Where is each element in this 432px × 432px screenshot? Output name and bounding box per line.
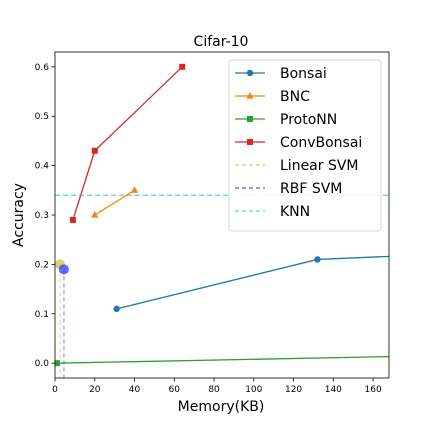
x-tick-label: 0 xyxy=(52,385,58,395)
x-tick-label: 40 xyxy=(129,385,141,395)
series-bonsai xyxy=(113,255,389,313)
legend-item-bnc: BNC xyxy=(235,89,310,105)
chart-title: Cifar-10 xyxy=(194,34,249,50)
legend-marker xyxy=(247,139,253,145)
y-axis-label: Accuracy xyxy=(11,183,27,247)
data-point xyxy=(55,360,60,367)
series-line xyxy=(116,255,389,310)
data-point xyxy=(113,305,120,313)
y-tick-label: 0.6 xyxy=(35,63,50,73)
data-point xyxy=(91,211,99,218)
legend-item-convbonsai: ConvBonsai xyxy=(235,135,362,151)
data-point xyxy=(91,147,98,154)
x-tick-label: 20 xyxy=(89,385,101,395)
legend-label: Linear SVM xyxy=(280,158,359,174)
legend-marker xyxy=(247,116,253,122)
y-tick-label: 0.1 xyxy=(35,310,49,320)
plot-area xyxy=(55,63,389,378)
y-tick-label: 0.4 xyxy=(35,162,50,172)
legend-label: KNN xyxy=(280,204,310,220)
series-line xyxy=(94,189,135,216)
series-line xyxy=(56,355,389,364)
legend-item-bonsai: Bonsai xyxy=(235,66,327,82)
data-point xyxy=(69,216,76,223)
legend-label: BNC xyxy=(280,89,310,105)
legend-item-rbf-svm: RBF SVM xyxy=(235,181,342,197)
data-point xyxy=(130,186,139,193)
data-point xyxy=(58,264,69,275)
x-axis-ticks: 0 20 40 60 80 100 120 140 160 xyxy=(52,378,382,395)
series-protonn xyxy=(55,355,389,367)
legend-item-linear-svm: Linear SVM xyxy=(235,158,359,174)
legend-label: ConvBonsai xyxy=(280,135,362,151)
x-tick-label: 60 xyxy=(169,385,181,395)
series-bnc xyxy=(91,186,139,218)
legend-item-knn: KNN xyxy=(235,204,310,220)
legend-box xyxy=(228,59,382,232)
series-convbonsai xyxy=(69,63,186,223)
legend-label: Bonsai xyxy=(280,66,327,82)
y-tick-label: 0.2 xyxy=(35,260,49,270)
y-tick-label: 0.3 xyxy=(35,211,49,221)
legend-label: RBF SVM xyxy=(280,181,342,197)
y-axis-ticks: 0.0 0.1 0.2 0.3 0.4 0.5 0.6 xyxy=(35,63,55,369)
data-point xyxy=(179,63,186,70)
legend-label: ProtoNN xyxy=(280,112,337,128)
x-axis-label: Memory(KB) xyxy=(178,399,265,415)
x-tick-label: 160 xyxy=(365,385,382,395)
legend: Bonsai BNC ProtoNN ConvBonsai Linear SVM RBF … xyxy=(228,59,382,232)
y-tick-label: 0.0 xyxy=(35,359,50,369)
legend-marker xyxy=(246,92,254,99)
legend-item-protonn: ProtoNN xyxy=(235,112,337,128)
x-tick-label: 140 xyxy=(325,385,342,395)
x-tick-label: 100 xyxy=(245,385,262,395)
x-tick-label: 120 xyxy=(285,385,302,395)
y-tick-label: 0.5 xyxy=(35,112,49,122)
series-line xyxy=(72,66,183,221)
series-rbf-svm xyxy=(58,264,69,378)
legend-marker xyxy=(246,69,254,77)
data-point xyxy=(314,256,321,263)
x-tick-label: 80 xyxy=(208,385,220,395)
